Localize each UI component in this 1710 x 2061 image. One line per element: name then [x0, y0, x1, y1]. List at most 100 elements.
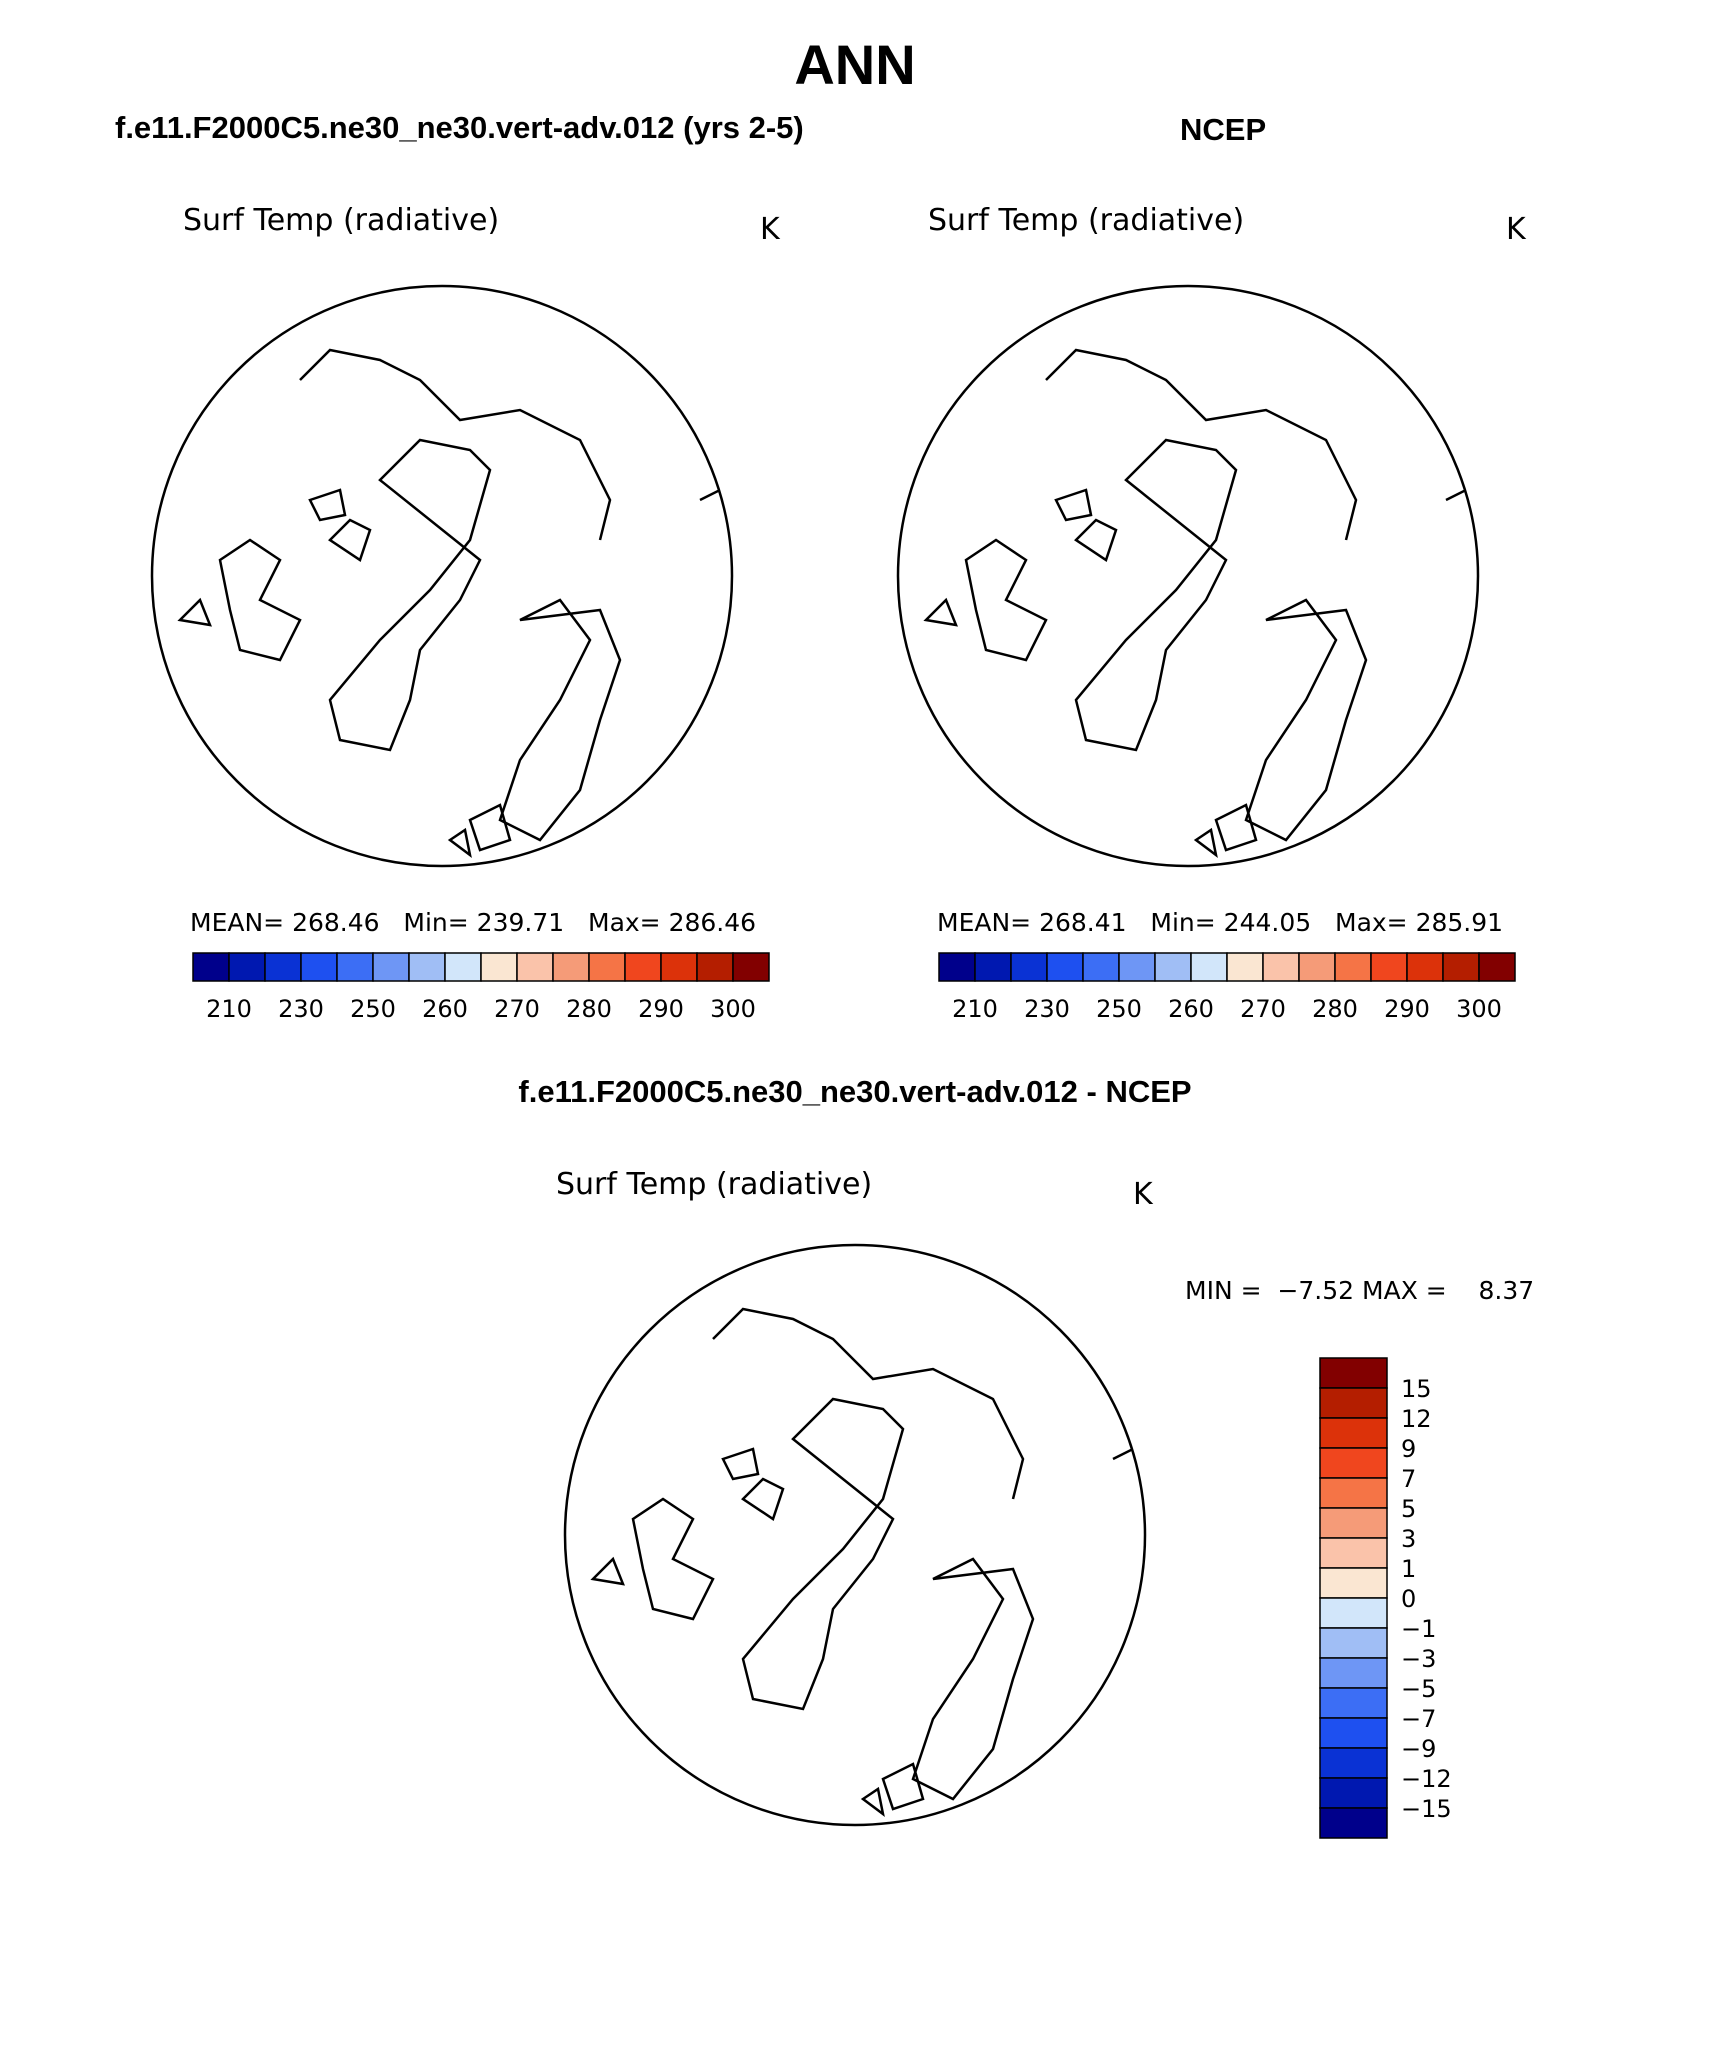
model-colorbar-tick-label: 210: [206, 995, 252, 1023]
diff-warm-north: [555, 1235, 1155, 1375]
obs-colorbar-box-3: [1046, 952, 1084, 982]
diff-colorbar-tick-label: 0: [1401, 1585, 1416, 1613]
obs-colorbar-box-8: [1226, 952, 1264, 982]
obs-map-border: [896, 284, 1480, 868]
model-colorbar-tick-label: 300: [710, 995, 756, 1023]
model-colorbar-box-11: [588, 952, 626, 982]
obs-colorbar-tick-label: 280: [1312, 995, 1358, 1023]
model-band-mild: [262, 406, 642, 606]
model-colorbar-box-10: [552, 952, 590, 982]
model-variable-title: Surf Temp (radiative): [183, 203, 500, 238]
obs-greenland-coldest: [1088, 601, 1153, 671]
model-colorbar-tick-label: 290: [638, 995, 684, 1023]
obs-colorbar-tick-label: 290: [1384, 995, 1430, 1023]
model-units: K: [760, 212, 780, 247]
diff-units: K: [1133, 1177, 1153, 1212]
model-greenland-coldest: [342, 586, 412, 671]
model-colorbar-box-4: [336, 952, 374, 982]
model-colorbar-box-8: [480, 952, 518, 982]
obs-colorbar-tick-label: 250: [1096, 995, 1142, 1023]
diff-colorbar-tick-label: −7: [1401, 1705, 1436, 1733]
model-colorbar-tick-label: 280: [566, 995, 612, 1023]
model-colorbar-box-13: [660, 952, 698, 982]
obs-band-cold-mid: [1068, 476, 1278, 596]
obs-colorbar-box-14: [1442, 952, 1480, 982]
obs-colorbar-box-7: [1190, 952, 1228, 982]
model-colorbar-box-0: [192, 952, 230, 982]
diff-colorbar-tick-label: 1: [1401, 1555, 1416, 1583]
model-band-hotter: [594, 862, 742, 876]
obs-band-hotter: [888, 776, 1488, 876]
model-colorbar-box-12: [624, 952, 662, 982]
model-colorbar-box-5: [372, 952, 410, 982]
obs-coastlines: [923, 348, 1478, 858]
obs-colorbar-box-11: [1334, 952, 1372, 982]
obs-min-value: 244.05: [1223, 908, 1312, 937]
obs-band-cool: [988, 416, 1358, 646]
diff-colorbar-tick-label: 12: [1401, 1405, 1432, 1433]
obs-colorbar-tick-label: 270: [1240, 995, 1286, 1023]
obs-band-cold: [1028, 446, 1328, 636]
diff-coastlines: [590, 1307, 1145, 1817]
obs-colorbar-tick-label: 210: [952, 995, 998, 1023]
obs-colorbar: 210 230 250 260 270 280 290 300: [938, 952, 1516, 1023]
diff-colorbar-box-0: [1319, 1357, 1388, 1389]
diff-greenland-coldest: [690, 1665, 735, 1705]
obs-colorbar-box-5: [1118, 952, 1156, 982]
diff-colorbar-box-15: [1319, 1807, 1388, 1839]
diff-colorbar-tick-label: −9: [1401, 1735, 1436, 1763]
model-colorbar-tick-label: 250: [350, 995, 396, 1023]
diff-colorbar-box-7: [1319, 1567, 1388, 1599]
diff-colorbar-tick-label: −15: [1401, 1795, 1452, 1823]
model-band-cool: [252, 426, 612, 636]
obs-band-hot-south: [888, 656, 1488, 876]
model-colorbar-box-9: [516, 952, 554, 982]
obs-max-label: Max=: [1335, 908, 1408, 937]
diff-colorbar-box-10: [1319, 1657, 1388, 1689]
obs-stats: MEAN= 268.41 Min= 244.05 Max= 285.91: [937, 908, 1503, 937]
difference-panel-header: f.e11.F2000C5.ne30_ne30.vert-adv.012 - N…: [518, 1074, 1192, 1109]
obs-colorbar-box-1: [974, 952, 1012, 982]
obs-mean-label: MEAN=: [937, 908, 1032, 937]
model-colorbar-tick-label: 270: [494, 995, 540, 1023]
obs-colorbar-box-2: [1010, 952, 1048, 982]
diff-colorbar-box-4: [1319, 1477, 1388, 1509]
diff-colorbar-tick-label: −1: [1401, 1615, 1436, 1643]
diff-colorbar-tick-label: −3: [1401, 1645, 1436, 1673]
diff-colorbar-tick-label: −12: [1401, 1765, 1452, 1793]
diff-warm-east: [1065, 1375, 1155, 1635]
model-colorbar: 210 230 250 260 270 280 290 300: [192, 952, 770, 1023]
obs-colorbar-tick-label: 260: [1168, 995, 1214, 1023]
diff-colorbar-tick-label: 15: [1401, 1375, 1432, 1403]
model-band-cold-mid: [322, 466, 542, 586]
obs-units: K: [1506, 212, 1526, 247]
model-max-label: Max=: [588, 908, 661, 937]
right-panel-header: NCEP: [1180, 112, 1267, 147]
obs-band-warm-light: [888, 576, 1488, 706]
model-colorbar-box-7: [444, 952, 482, 982]
page-title: ANN: [794, 33, 916, 96]
model-stats: MEAN= 268.46 Min= 239.71 Max= 286.46: [190, 908, 756, 937]
diff-stats: MIN = −7.52 MAX = 8.37: [1185, 1276, 1534, 1305]
diff-colorbar-box-11: [1319, 1687, 1388, 1719]
model-colorbar-box-1: [228, 952, 266, 982]
diff-map-border: [563, 1243, 1147, 1827]
diff-warm-south-2: [735, 1665, 1055, 1755]
model-colorbar-tick-label: 260: [422, 995, 468, 1023]
obs-band-warm: [888, 356, 1488, 596]
diff-min-value: −7.52: [1277, 1276, 1355, 1305]
diff-colorbar-tick-label: 9: [1401, 1435, 1416, 1463]
obs-colorbar-box-13: [1406, 952, 1444, 982]
model-band-hot: [142, 276, 742, 516]
diff-colorbar-box-6: [1319, 1537, 1388, 1569]
model-map-border: [150, 284, 734, 868]
diff-colorbar-tick-label: 3: [1401, 1525, 1416, 1553]
obs-greenland-cold: [1048, 566, 1178, 686]
diff-cold-arctic: [695, 1295, 1085, 1575]
model-mean-value: 268.46: [292, 908, 380, 937]
model-colorbar-box-3: [300, 952, 338, 982]
diff-colorbar-tick-label: −5: [1401, 1675, 1436, 1703]
obs-colorbar-tick-label: 230: [1024, 995, 1070, 1023]
diff-colorbar-box-12: [1319, 1717, 1388, 1749]
